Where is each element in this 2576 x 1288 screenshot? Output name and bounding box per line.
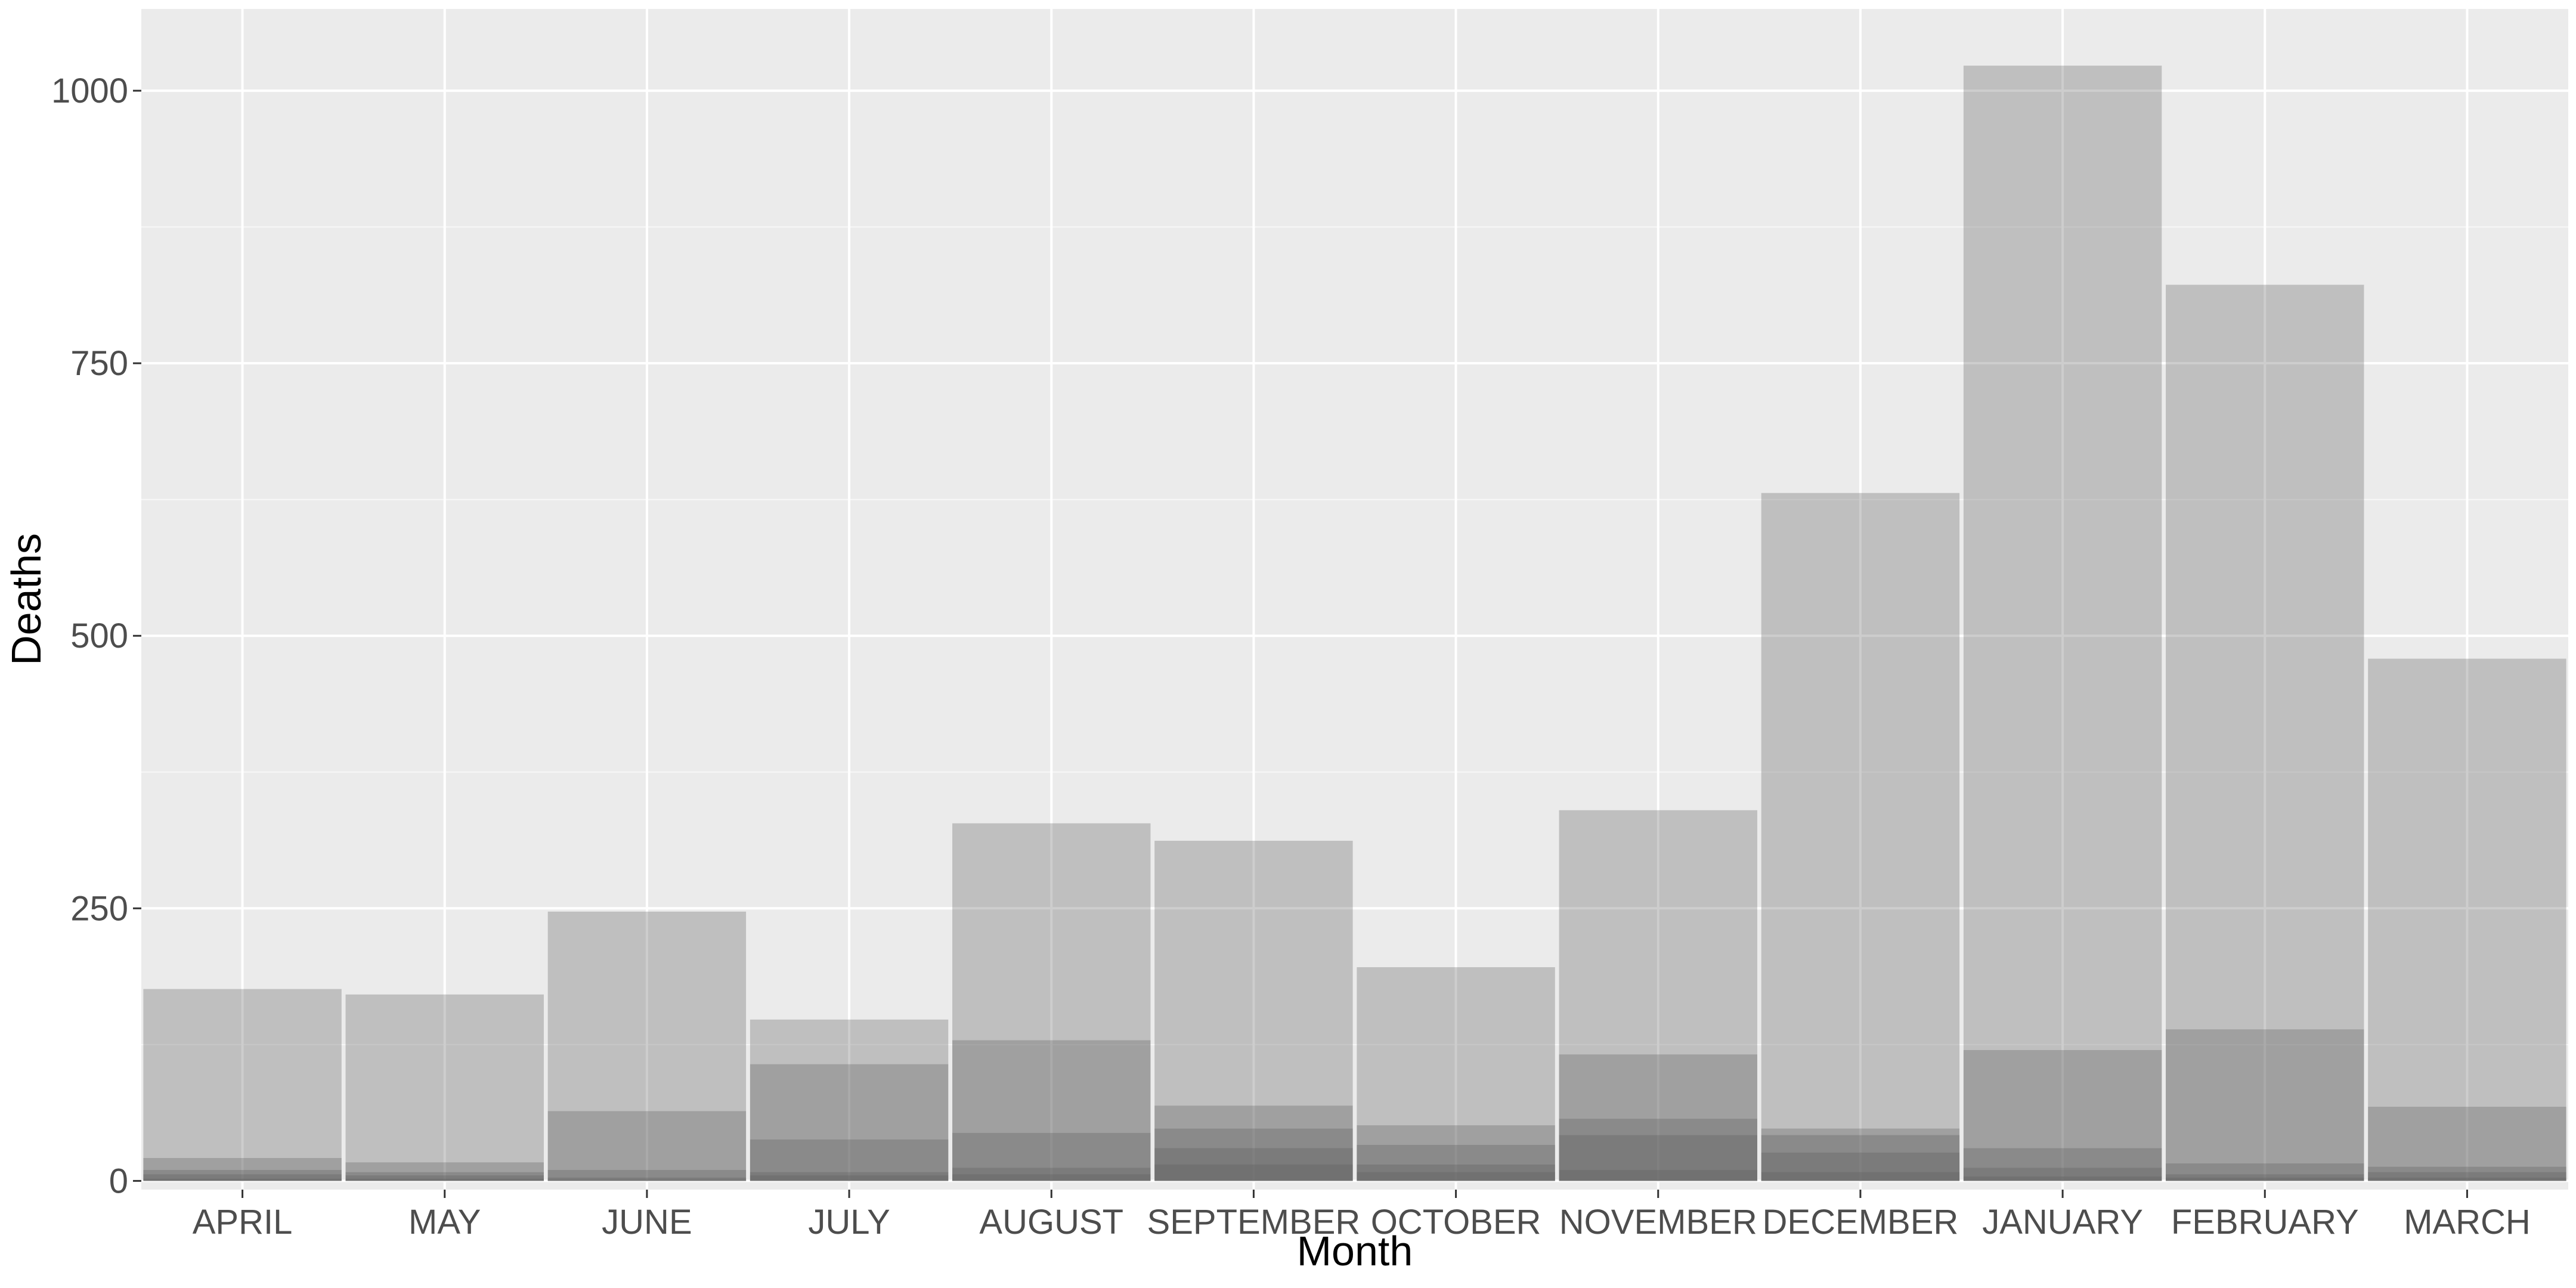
x-tick-label: SEPTEMBER: [1147, 1203, 1361, 1241]
bar: [952, 1132, 1151, 1181]
bar: [143, 1157, 342, 1181]
bar: [1357, 1145, 1555, 1181]
bar: [143, 989, 342, 1181]
y-tick-label: 0: [109, 1162, 128, 1200]
bar: [345, 1172, 544, 1181]
bar: [1357, 1172, 1555, 1181]
bar: [1963, 1148, 2162, 1181]
bar: [143, 1170, 342, 1181]
bar: [2368, 1172, 2566, 1181]
bar: [1761, 1135, 1960, 1181]
bar: [1761, 1128, 1960, 1181]
bar: [750, 1064, 949, 1181]
minor-gridlines: [141, 226, 2568, 1045]
x-tick-label: MAY: [408, 1203, 481, 1241]
bar: [1761, 1172, 1960, 1181]
bar: [1357, 967, 1555, 1181]
y-tick-label: 250: [70, 889, 128, 928]
bar: [547, 1111, 747, 1181]
bar: [952, 1168, 1151, 1181]
bar: [547, 1177, 747, 1181]
x-axis-title: Month: [1297, 1228, 1413, 1274]
bar: [1154, 1106, 1353, 1181]
bar: [1559, 1170, 1757, 1181]
x-tick-label: NOVEMBER: [1559, 1203, 1757, 1241]
bar: [345, 1162, 544, 1181]
bar: [2166, 1174, 2364, 1181]
x-axis: APRIL MAY JUNE JULY AUGUST SEPTEMBER OCTOBER NO…: [193, 1190, 2531, 1241]
bar: [1357, 1125, 1555, 1181]
bar: [1559, 810, 1757, 1181]
bar: [2166, 284, 2364, 1181]
x-tick-label: JULY: [808, 1203, 890, 1241]
bar: [952, 1174, 1151, 1181]
bar: [1963, 1049, 2162, 1181]
plot-panel: [141, 9, 2568, 1190]
y-axis: 0 250 500 750 1000: [51, 72, 141, 1200]
bar: [2166, 1029, 2364, 1181]
bar: [1761, 493, 1960, 1181]
x-tick-label: APRIL: [193, 1203, 293, 1241]
bar: [2166, 1177, 2364, 1181]
bar: [547, 1179, 747, 1181]
bar: [1154, 840, 1353, 1181]
bar: [1963, 66, 2162, 1181]
bar: [1963, 1176, 2162, 1181]
x-tick-label: FEBRUARY: [2171, 1203, 2359, 1241]
x-tick-label: JANUARY: [1982, 1203, 2143, 1241]
bar: [2166, 1163, 2364, 1181]
bar: [2368, 658, 2566, 1181]
bar: [1963, 1168, 2162, 1181]
x-tick-label: OCTOBER: [1371, 1203, 1541, 1241]
bar-layer: [143, 1135, 2566, 1181]
bar: [2368, 1107, 2566, 1181]
major-gridlines: [141, 9, 2568, 1190]
bar-layer: [143, 66, 2566, 1181]
y-tick-label: 1000: [51, 72, 128, 110]
bar: [2368, 1166, 2566, 1181]
bar: [1761, 1152, 1960, 1181]
x-tick-label: DECEMBER: [1763, 1203, 1959, 1241]
bar: [1559, 1135, 1757, 1181]
x-tick-label: JUNE: [602, 1203, 692, 1241]
bar-layer: [143, 1119, 2566, 1181]
bar: [2368, 1177, 2566, 1181]
bar: [750, 1172, 949, 1181]
bar-layers: [143, 66, 2566, 1181]
bar: [750, 1175, 949, 1181]
bar: [952, 823, 1151, 1181]
bar: [143, 1174, 342, 1181]
bar-layer: [143, 1164, 2566, 1181]
bar: [143, 1178, 342, 1181]
bar: [952, 1040, 1151, 1181]
bar: [1559, 1119, 1757, 1181]
y-tick-label: 750: [70, 344, 128, 383]
bar: [750, 1019, 949, 1181]
x-tick-label: AUGUST: [979, 1203, 1123, 1241]
y-axis-title: Deaths: [3, 533, 49, 665]
bar: [345, 1175, 544, 1181]
bar: [1559, 1054, 1757, 1181]
bar: [1154, 1164, 1353, 1181]
bar: [547, 911, 747, 1181]
bar: [345, 1178, 544, 1181]
bar-layer: [143, 1029, 2566, 1181]
bar: [1154, 1128, 1353, 1181]
y-tick-label: 500: [70, 617, 128, 655]
bar: [750, 1139, 949, 1181]
bar: [547, 1170, 747, 1181]
bar: [345, 994, 544, 1181]
bar: [1154, 1148, 1353, 1181]
bar: [1357, 1164, 1555, 1181]
x-tick-label: MARCH: [2404, 1203, 2531, 1241]
